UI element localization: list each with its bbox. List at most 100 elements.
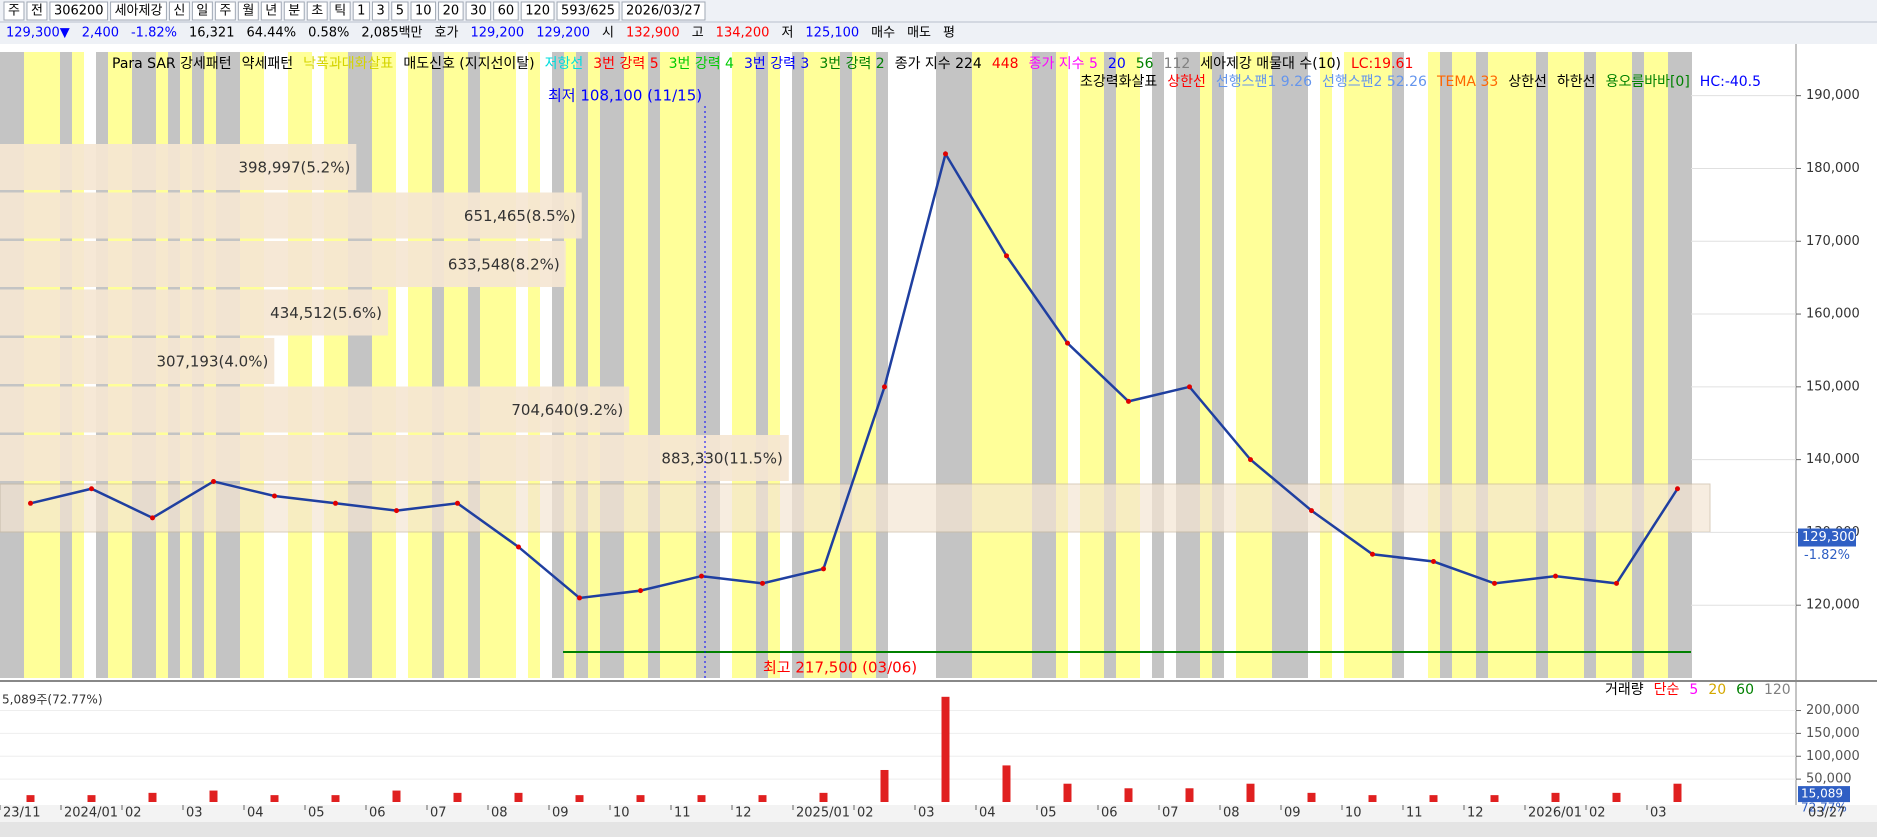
toolbar-item[interactable]: 120	[525, 4, 550, 19]
toolbar-button[interactable]	[556, 1, 620, 21]
toolbar-button[interactable]	[110, 1, 167, 21]
price-point	[1126, 398, 1131, 404]
toolbar-item[interactable]: 10	[415, 4, 432, 19]
y-tick-label: 170,000	[1806, 234, 1860, 249]
day-stripe	[1152, 52, 1164, 678]
toolbar-item[interactable]: 20	[443, 4, 460, 19]
toolbar-item[interactable]: 306200	[54, 4, 104, 19]
toolbar-button[interactable]	[352, 1, 370, 21]
toolbar-item[interactable]: 1	[357, 4, 365, 19]
toolbar-button[interactable]	[621, 1, 706, 21]
x-tick-label: 2025/01	[796, 806, 850, 821]
day-stripe	[456, 52, 468, 678]
toolbar-item[interactable]: 주	[219, 4, 231, 19]
toolbar-item[interactable]: 일	[196, 4, 208, 19]
toolbar-button[interactable]	[391, 1, 409, 21]
day-stripe	[804, 52, 816, 678]
day-stripe	[1548, 52, 1560, 678]
legend-item: 3번 강력 3	[744, 56, 809, 72]
info-item: 132,900	[626, 26, 680, 41]
price-point	[1675, 486, 1680, 492]
x-tick-label: 07	[430, 806, 447, 821]
volume-profile-bar	[0, 435, 789, 481]
day-stripe	[984, 52, 996, 678]
last-volume-box	[1798, 786, 1850, 803]
price-point	[699, 573, 704, 579]
day-stripe	[936, 52, 948, 678]
toolbar-button[interactable]	[438, 1, 464, 21]
price-point	[89, 486, 94, 492]
toolbar-item[interactable]: 3	[376, 4, 384, 19]
day-stripe	[1032, 52, 1044, 678]
day-stripe	[828, 52, 840, 678]
volume-profile-bar	[0, 289, 389, 336]
legend-item: 매도신호 (지지선이탈)	[403, 56, 534, 72]
toolbar-item[interactable]: 30	[470, 4, 487, 19]
legend-item: 선행스팬2 52.26	[1322, 74, 1427, 90]
toolbar-button[interactable]	[306, 1, 328, 21]
toolbar-button[interactable]	[49, 1, 109, 21]
toolbar-button[interactable]	[3, 1, 25, 21]
volume-bar	[514, 792, 523, 802]
toolbar-button[interactable]	[410, 1, 437, 21]
toolbar-button[interactable]	[191, 1, 213, 21]
toolbar-item[interactable]: 2026/03/27	[626, 4, 701, 19]
toolbar-button[interactable]	[168, 1, 190, 21]
toolbar-button[interactable]	[214, 1, 236, 21]
toolbar-button[interactable]	[465, 1, 492, 21]
toolbar-item[interactable]: 초	[311, 4, 323, 19]
day-stripe	[1596, 52, 1608, 678]
toolbar-button[interactable]	[260, 1, 282, 21]
day-stripe	[732, 52, 744, 678]
toolbar-button[interactable]	[493, 1, 519, 21]
toolbar-item[interactable]: 틱	[334, 4, 346, 19]
x-tick-label: 06	[1101, 806, 1118, 821]
toolbar-item[interactable]: 593/625	[561, 4, 615, 19]
x-tick-label: 06	[369, 806, 386, 821]
day-stripe	[1356, 52, 1368, 678]
price-point	[821, 566, 826, 572]
x-tick-label: 09	[552, 806, 569, 821]
legend-item: 112	[1164, 56, 1191, 72]
info-item: 2,085백만	[361, 26, 422, 41]
toolbar-button[interactable]	[520, 1, 555, 21]
toolbar-item[interactable]: 신	[173, 4, 185, 19]
toolbar-button[interactable]	[371, 1, 390, 21]
day-stripe	[996, 52, 1008, 678]
price-point	[28, 500, 33, 506]
day-stripe	[1380, 52, 1392, 678]
toolbar-item[interactable]: 5	[396, 4, 404, 19]
toolbar-button[interactable]	[237, 1, 259, 21]
volume-bar	[453, 792, 462, 802]
day-stripe	[1212, 52, 1224, 678]
volume-bar	[1185, 788, 1194, 802]
day-stripe	[1224, 52, 1236, 678]
day-stripe	[372, 52, 384, 678]
volume-bar	[575, 795, 584, 802]
day-stripe	[1200, 52, 1212, 678]
day-stripe	[396, 52, 408, 678]
toolbar-item[interactable]: 60	[498, 4, 515, 19]
day-stripe	[744, 52, 756, 678]
annotation: 최저 108,100 (11/15)	[548, 87, 702, 105]
day-stripe	[528, 52, 540, 678]
toolbar-button[interactable]	[26, 1, 48, 21]
toolbar-item[interactable]: 년	[265, 4, 277, 19]
toolbar-item[interactable]: 전	[31, 4, 43, 19]
toolbar-button[interactable]	[329, 1, 351, 21]
toolbar-item[interactable]: 주	[8, 4, 20, 19]
toolbar-item[interactable]: 세아제강	[115, 4, 163, 19]
volume-bar	[1429, 795, 1438, 802]
legend-item: 약세패턴	[242, 56, 294, 72]
toolbar-item[interactable]: 분	[288, 4, 300, 19]
day-stripe	[1236, 52, 1248, 678]
day-stripe	[1644, 52, 1656, 678]
toolbar-button[interactable]	[283, 1, 305, 21]
y-tick-label: 180,000	[1806, 161, 1860, 176]
toolbar-item[interactable]: 월	[242, 4, 254, 19]
volume-bar	[1612, 792, 1621, 802]
x-tick-label: 2026/01	[1528, 806, 1582, 821]
volume-bar	[697, 795, 706, 802]
x-tick-label: 08	[491, 806, 508, 821]
